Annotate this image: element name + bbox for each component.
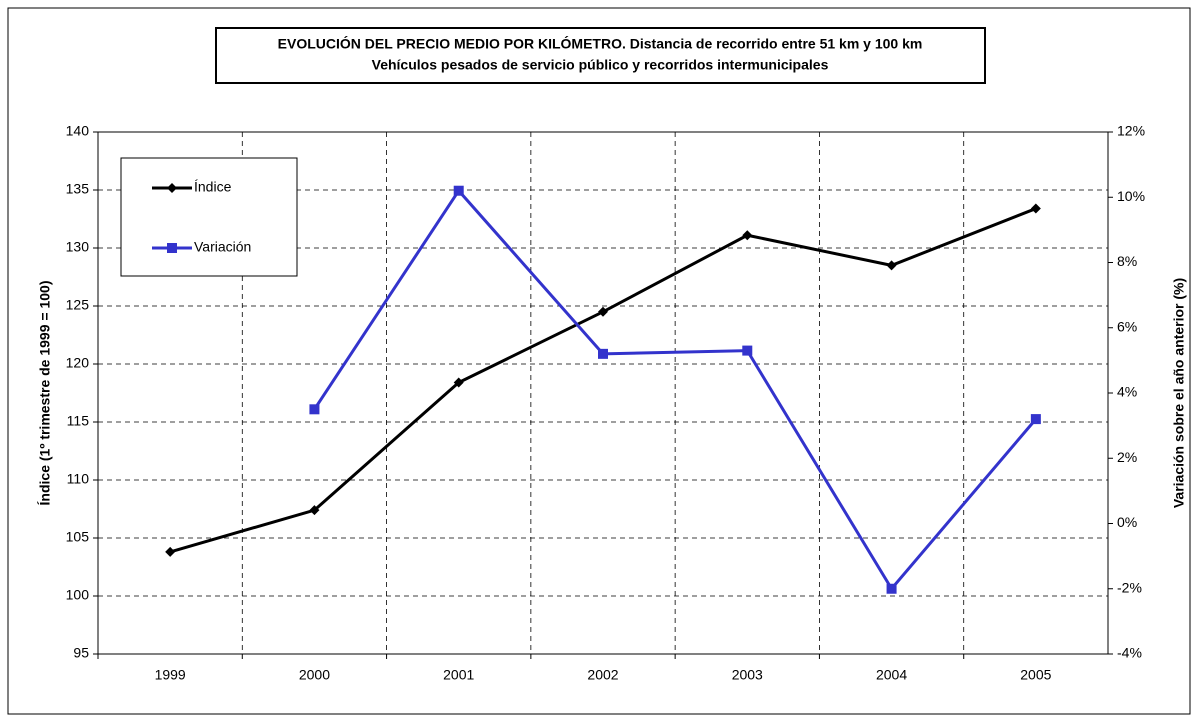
y-tick-label: 105	[66, 529, 90, 545]
title-box	[215, 27, 986, 84]
y-tick-label: 135	[66, 181, 90, 197]
data-point	[886, 583, 897, 594]
x-tick-label: 2005	[1020, 667, 1051, 683]
y2-tick-label: 12%	[1117, 123, 1145, 139]
y-tick-label: 100	[66, 587, 90, 603]
data-point	[453, 377, 464, 388]
data-point	[1030, 414, 1041, 425]
chart-subtitle: Vehículos pesados de servicio público y …	[372, 57, 829, 73]
y2-tick-label: 6%	[1117, 318, 1137, 334]
series-line	[313, 188, 1038, 592]
x-tick-label: 2003	[732, 667, 763, 683]
x-tick-label: 1999	[155, 667, 186, 683]
x-tick-label: 2004	[876, 667, 907, 683]
y2-axis-label: Variación sobre el año anterior (%)	[1171, 278, 1187, 508]
data-point	[598, 348, 608, 359]
data-point	[165, 546, 176, 557]
y2-tick-label: 2%	[1117, 449, 1137, 465]
data-point	[742, 345, 753, 356]
x-tick-label: 2002	[587, 667, 618, 683]
y2-tick-label: -4%	[1117, 645, 1142, 661]
data-point	[309, 505, 320, 516]
legend-marker	[167, 183, 177, 193]
x-tick-label: 2000	[299, 667, 330, 683]
legend-label: Variación	[194, 239, 251, 255]
legend-box	[120, 157, 298, 277]
y-tick-label: 125	[66, 297, 90, 313]
y2-tick-label: 8%	[1117, 253, 1137, 269]
y-tick-label: 140	[66, 123, 90, 139]
data-point	[453, 185, 464, 196]
legend-marker	[167, 243, 177, 253]
plot-border	[97, 131, 1109, 655]
y-tick-label: 120	[66, 355, 90, 371]
y-tick-label: 130	[66, 239, 90, 255]
chart-title: EVOLUCIÓN DEL PRECIO MEDIO POR KILÓMETRO…	[278, 35, 923, 52]
y2-tick-label: 4%	[1117, 384, 1137, 400]
y2-tick-label: 0%	[1117, 514, 1137, 530]
y2-tick-label: -2%	[1117, 579, 1142, 595]
y-tick-label: 110	[67, 471, 90, 487]
y-tick-label: 95	[73, 645, 89, 661]
y-axis-label: Índice (1º trimestre de 1999 = 100)	[37, 281, 53, 506]
y2-tick-label: 10%	[1117, 188, 1145, 204]
legend-label: Índice	[194, 179, 232, 195]
x-tick-label: 2001	[443, 667, 474, 683]
data-point	[309, 404, 320, 415]
data-point	[1030, 203, 1041, 214]
y-tick-label: 115	[67, 413, 90, 429]
data-point	[598, 306, 608, 317]
data-point	[742, 230, 753, 241]
data-point	[886, 260, 897, 271]
